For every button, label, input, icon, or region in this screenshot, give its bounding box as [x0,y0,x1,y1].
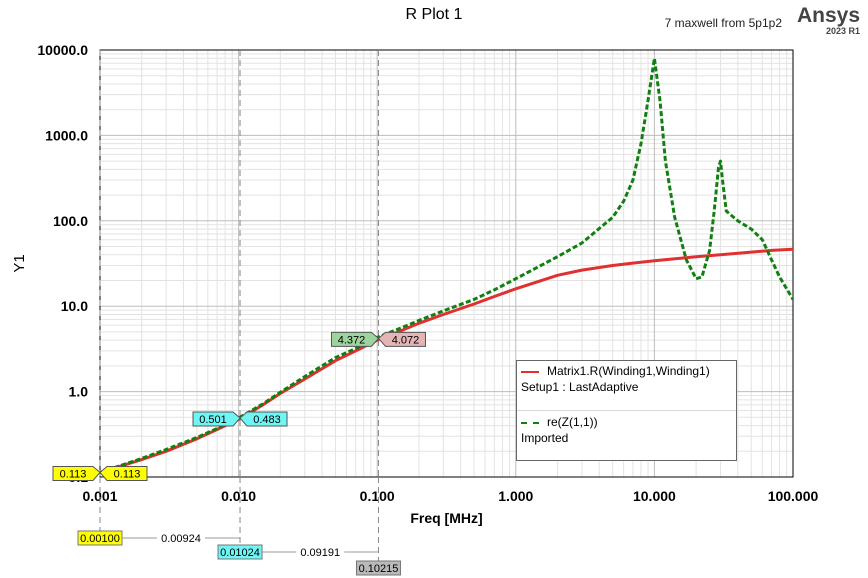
marker-delta-bg [296,545,345,559]
x-tick-label: 0.100 [360,488,395,504]
legend-label-series2: re(Z(1,1)) [547,415,598,429]
marker-delta-bg [157,531,206,545]
marker-x-box-3 [355,560,401,576]
marker-1-right-label: 0.113 [99,465,148,481]
release-label: 2023 R1 [825,26,860,36]
y-tick-label: 100.0 [53,213,88,229]
y-axis-label: Y1 [11,254,28,272]
marker-x-value-3: 0.10215 [359,563,399,575]
marker-2-right-label: 0.483 [239,411,288,427]
legend-sublabel-series1: Setup1 : LastAdaptive [521,380,639,394]
x-tick-label: 0.001 [82,488,117,504]
marker-x-value-1: 0.00100 [80,533,120,545]
ansys-logo: Ansys 2023 R1 [797,5,860,36]
legend[interactable]: Matrix1.R(Winding1,Winding1) Setup1 : La… [516,360,737,461]
x-axis-label: Freq [MHz] [410,510,482,526]
x-tick-label: 0.010 [221,488,256,504]
marker-1-left-label-shape [52,465,101,481]
legend-swatch-series1 [521,371,539,373]
marker-3-right-label-text: 4.072 [392,334,420,346]
marker-x-value-2: 0.01024 [220,547,260,559]
marker-3-left-label-text: 4.372 [338,334,366,346]
marker-2-right-label-shape [239,411,288,427]
marker-2-left-label-text: 0.501 [199,414,227,426]
marker-2-left-label-shape [192,411,241,427]
marker-3-left-label: 4.372 [330,331,380,347]
marker-3-left-label-shape [330,331,380,347]
legend-divider [517,410,736,411]
brand-name: Ansys [796,4,860,27]
x-tick-label: 10.000 [633,488,676,504]
marker-1-left-label-text: 0.113 [60,468,87,480]
legend-sublabel-series2: Imported [521,431,569,445]
plot-title: R Plot 1 [405,6,463,23]
legend-swatch-series2 [521,422,539,424]
marker-2-left-label: 0.501 [192,411,241,427]
marker-delta-2: 0.09191 [300,547,340,559]
source-label: 7 maxwell from 5p1p2 [664,16,782,30]
marker-3-right-label-shape [377,331,426,347]
marker-1-right-label-text: 0.113 [114,468,141,480]
marker-2-right-label-text: 0.483 [253,414,281,426]
y-tick-label: 1000.0 [45,127,88,143]
marker-3-right-label: 4.072 [377,331,426,347]
y-tick-label: 10000.0 [37,42,88,58]
marker-1-right-label-shape [99,465,148,481]
marker-1-left-label: 0.113 [52,465,101,481]
x-tick-label: 100.000 [768,488,819,504]
series-line-2 [100,56,793,474]
y-tick-label: 1.0 [69,384,89,400]
y-tick-label: 10.0 [61,298,88,314]
marker-delta-1: 0.00924 [161,533,201,545]
x-tick-label: 1.000 [498,488,533,504]
legend-label-series1: Matrix1.R(Winding1,Winding1) [547,364,710,378]
